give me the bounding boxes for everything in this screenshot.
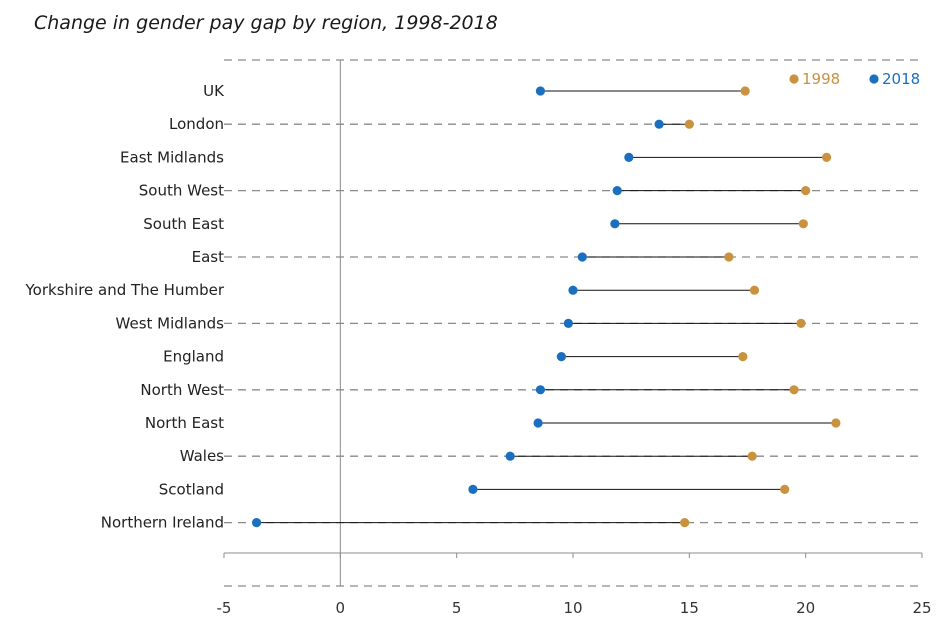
point-1998 <box>822 152 832 162</box>
point-2018 <box>535 86 546 96</box>
point-1998 <box>796 318 806 328</box>
point-2018 <box>612 186 622 196</box>
x-tick-label: -5 <box>217 599 232 617</box>
x-tick-label: 0 <box>336 599 346 617</box>
legend-marker-2018 <box>869 74 879 84</box>
category-label: East <box>192 248 224 266</box>
x-tick-label: 5 <box>452 599 462 617</box>
x-tick-labels: -5 0 5 10 15 20 25 <box>217 599 932 617</box>
category-label: South East <box>143 215 224 233</box>
chart-title: Change in gender pay gap by region, 1998… <box>34 12 498 34</box>
legend: 1998 2018 <box>789 70 920 88</box>
point-1998 <box>789 385 799 395</box>
point-1998 <box>747 451 757 461</box>
point-1998 <box>740 86 750 96</box>
legend-label-1998: 1998 <box>802 70 840 88</box>
category-label: UK <box>203 82 225 100</box>
point-2018 <box>624 152 634 162</box>
x-tick-label: 15 <box>680 599 699 617</box>
connector-lines <box>256 90 836 524</box>
category-label: London <box>169 115 224 133</box>
point-1998 <box>684 119 694 129</box>
point-2018 <box>556 352 566 362</box>
point-2018 <box>577 252 587 262</box>
point-2018 <box>533 418 543 428</box>
category-label: East Midlands <box>120 148 224 166</box>
point-1998 <box>801 186 811 196</box>
category-label: Scotland <box>159 480 224 498</box>
point-1998 <box>738 352 748 362</box>
category-labels: UK London East Midlands South West South Eas… <box>25 82 226 532</box>
point-1998 <box>780 484 790 494</box>
point-1998 <box>831 418 841 428</box>
legend-label-2018: 2018 <box>882 70 920 88</box>
point-2018 <box>505 451 515 461</box>
point-2018 <box>568 285 578 295</box>
point-1998 <box>724 252 734 262</box>
category-label: Yorkshire and The Humber <box>25 281 225 299</box>
point-2018 <box>654 119 664 129</box>
legend-marker-1998 <box>789 74 799 84</box>
point-2018 <box>610 219 620 229</box>
point-2018 <box>468 484 478 494</box>
category-label: West Midlands <box>116 314 225 332</box>
point-2018 <box>563 318 573 328</box>
category-label: England <box>163 348 224 366</box>
x-tick-label: 25 <box>912 599 931 617</box>
axes <box>223 60 923 586</box>
category-label: North West <box>140 381 224 399</box>
category-label: South West <box>139 182 224 200</box>
point-2018 <box>535 385 546 395</box>
category-label: Northern Ireland <box>101 514 224 532</box>
data-points <box>251 86 841 528</box>
x-tick-label: 10 <box>563 599 582 617</box>
point-1998 <box>798 219 808 229</box>
point-1998 <box>680 518 690 528</box>
point-2018 <box>251 518 262 528</box>
point-1998 <box>749 285 760 295</box>
x-tick-label: 20 <box>796 599 815 617</box>
category-label: North East <box>145 414 224 432</box>
category-label: Wales <box>180 447 224 465</box>
